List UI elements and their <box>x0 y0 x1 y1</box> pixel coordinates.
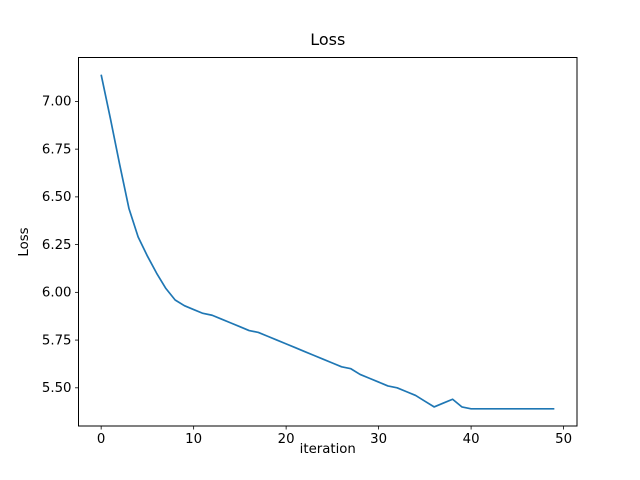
x-tick-label: 10 <box>185 432 202 447</box>
y-tick-label: 6.50 <box>42 190 72 205</box>
y-axis-label: Loss <box>17 227 32 257</box>
plot-frame <box>78 57 578 427</box>
y-tick-label: 6.25 <box>42 238 72 253</box>
chart-title: Loss <box>310 30 346 49</box>
x-tick-label: 20 <box>278 432 295 447</box>
x-tick-label: 30 <box>370 432 387 447</box>
x-tick-label: 50 <box>555 432 572 447</box>
y-tick-label: 6.00 <box>42 286 72 301</box>
x-axis-label: iteration <box>299 442 356 457</box>
y-tick-label: 5.50 <box>42 381 72 396</box>
y-tick-label: 7.00 <box>42 95 72 110</box>
y-tick-label: 5.75 <box>42 333 72 348</box>
x-tick-label: 0 <box>97 432 105 447</box>
x-tick-label: 40 <box>463 432 480 447</box>
y-tick-label: 6.75 <box>42 142 72 157</box>
loss-curve <box>100 74 555 410</box>
